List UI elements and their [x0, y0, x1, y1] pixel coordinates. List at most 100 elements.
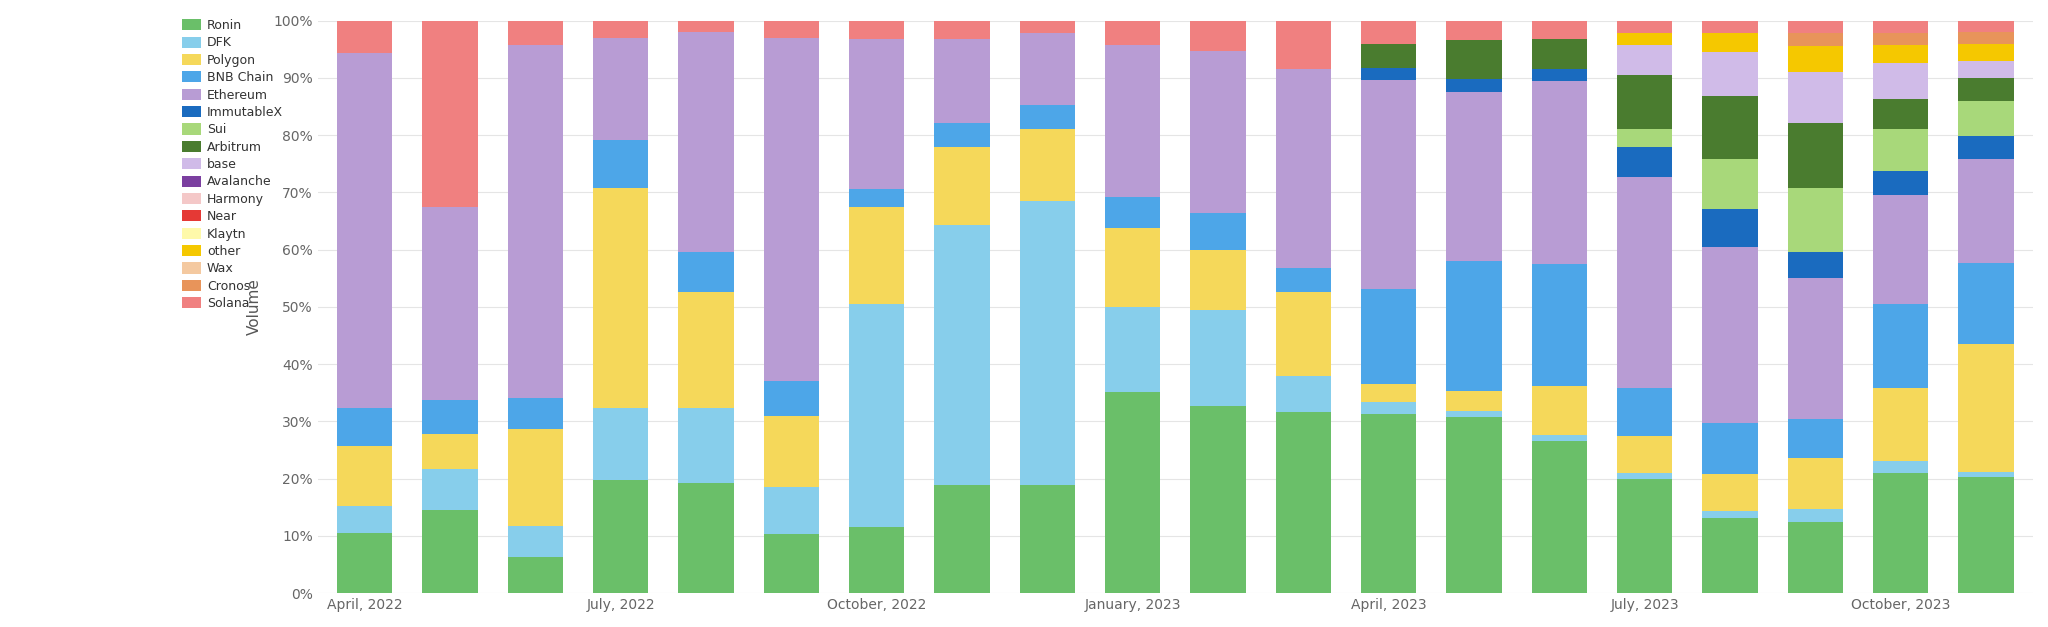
Bar — [1276, 69, 1331, 268]
Bar — [764, 381, 819, 416]
Bar — [1702, 247, 1757, 423]
Bar — [1020, 21, 1075, 33]
Bar — [1190, 310, 1245, 406]
Bar — [1702, 518, 1757, 593]
Bar — [1362, 289, 1417, 384]
Bar — [1276, 292, 1331, 376]
Bar — [1958, 78, 2013, 102]
Bar — [1702, 33, 1757, 52]
Bar — [338, 21, 393, 53]
Bar — [1618, 436, 1673, 473]
Bar — [1446, 391, 1501, 411]
Bar — [678, 408, 733, 483]
Bar — [1618, 33, 1673, 45]
Bar — [1106, 197, 1161, 228]
Bar — [764, 416, 819, 487]
Bar — [1106, 21, 1161, 45]
Bar — [850, 21, 905, 39]
Bar — [594, 38, 649, 140]
Bar — [1362, 403, 1417, 414]
Bar — [422, 469, 477, 510]
Bar — [1702, 423, 1757, 473]
Bar — [1532, 264, 1587, 386]
Bar — [678, 21, 733, 32]
Bar — [1874, 388, 1929, 460]
Bar — [508, 429, 563, 526]
Bar — [934, 21, 989, 39]
Bar — [1788, 458, 1843, 510]
Bar — [1874, 195, 1929, 304]
Bar — [422, 207, 477, 400]
Bar — [1874, 33, 1929, 45]
Bar — [1362, 45, 1417, 68]
Bar — [1702, 159, 1757, 209]
Bar — [1958, 32, 2013, 44]
Bar — [1532, 21, 1587, 39]
Bar — [1020, 129, 1075, 201]
Bar — [1532, 441, 1587, 593]
Bar — [1874, 473, 1929, 593]
Bar — [1874, 45, 1929, 63]
Bar — [1702, 21, 1757, 33]
Bar — [850, 208, 905, 304]
Bar — [1362, 384, 1417, 403]
Bar — [1190, 250, 1245, 310]
Bar — [508, 526, 563, 557]
Bar — [338, 53, 393, 408]
Bar — [508, 557, 563, 593]
Bar — [1958, 159, 2013, 263]
Bar — [422, 435, 477, 469]
Bar — [1190, 406, 1245, 593]
Bar — [1788, 188, 1843, 252]
Bar — [1702, 209, 1757, 247]
Bar — [1362, 68, 1417, 80]
Bar — [1446, 40, 1501, 79]
Bar — [1362, 21, 1417, 45]
Bar — [594, 187, 649, 408]
Bar — [1532, 435, 1587, 441]
Bar — [1958, 21, 2013, 32]
Bar — [1446, 261, 1501, 391]
Bar — [1532, 39, 1587, 69]
Bar — [850, 304, 905, 527]
Bar — [1958, 344, 2013, 472]
Bar — [678, 483, 733, 593]
Bar — [1874, 21, 1929, 33]
Bar — [764, 38, 819, 381]
Bar — [850, 527, 905, 593]
Bar — [764, 487, 819, 534]
Bar — [1788, 419, 1843, 458]
Bar — [1446, 21, 1501, 40]
Bar — [1958, 263, 2013, 344]
Bar — [1702, 52, 1757, 96]
Bar — [1106, 228, 1161, 307]
Bar — [1618, 478, 1673, 593]
Bar — [678, 32, 733, 252]
Bar — [1702, 512, 1757, 518]
Bar — [1788, 278, 1843, 419]
Bar — [508, 45, 563, 398]
Bar — [1788, 522, 1843, 593]
Bar — [934, 147, 989, 226]
Bar — [1618, 21, 1673, 33]
Bar — [1276, 268, 1331, 292]
Bar — [1190, 213, 1245, 250]
Bar — [1874, 129, 1929, 171]
Bar — [1446, 79, 1501, 92]
Bar — [1788, 252, 1843, 278]
Bar — [1106, 392, 1161, 593]
Bar — [1788, 33, 1843, 46]
Bar — [1020, 33, 1075, 105]
Bar — [850, 189, 905, 208]
Bar — [1446, 92, 1501, 261]
Bar — [1958, 102, 2013, 136]
Bar — [934, 485, 989, 593]
Bar — [1874, 171, 1929, 195]
Bar — [1276, 21, 1331, 69]
Bar — [594, 480, 649, 593]
Bar — [1958, 61, 2013, 78]
Bar — [764, 21, 819, 38]
Bar — [764, 534, 819, 593]
Bar — [1532, 386, 1587, 435]
Bar — [1874, 99, 1929, 129]
